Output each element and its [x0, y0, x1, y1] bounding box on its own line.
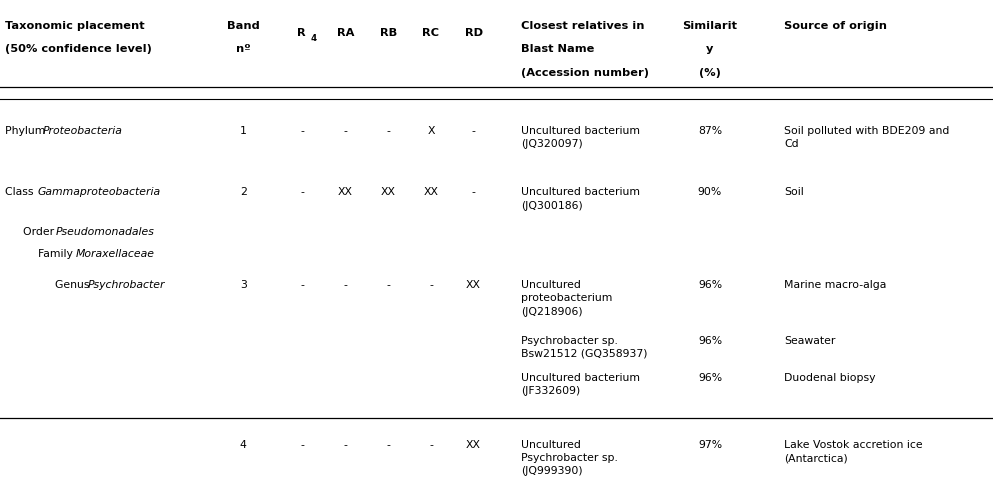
Text: Taxonomic placement: Taxonomic placement: [5, 21, 145, 30]
Text: Band: Band: [227, 21, 259, 30]
Text: Duodenal biopsy: Duodenal biopsy: [784, 373, 876, 383]
Text: -: -: [386, 126, 390, 135]
Text: 90%: 90%: [698, 187, 722, 198]
Text: Phylum: Phylum: [5, 126, 49, 135]
Text: 4: 4: [311, 34, 317, 43]
Text: Psychrobacter: Psychrobacter: [87, 280, 165, 290]
Text: Genus: Genus: [55, 280, 92, 290]
Text: Class: Class: [5, 187, 37, 198]
Text: Uncultured bacterium
(JQ300186): Uncultured bacterium (JQ300186): [521, 187, 640, 211]
Text: -: -: [344, 126, 348, 135]
Text: -: -: [472, 126, 476, 135]
Text: Lake Vostok accretion ice
(Antarctica): Lake Vostok accretion ice (Antarctica): [784, 440, 923, 463]
Text: Psychrobacter sp.
Bsw21512 (GQ358937): Psychrobacter sp. Bsw21512 (GQ358937): [521, 336, 647, 359]
Text: 2: 2: [240, 187, 246, 198]
Text: Uncultured bacterium
(JQ320097): Uncultured bacterium (JQ320097): [521, 126, 640, 149]
Text: -: -: [386, 440, 390, 450]
Text: Closest relatives in: Closest relatives in: [521, 21, 644, 30]
Text: (Accession number): (Accession number): [521, 68, 649, 79]
Text: (%): (%): [699, 68, 721, 79]
Text: RC: RC: [422, 28, 440, 38]
Text: Similarit: Similarit: [682, 21, 738, 30]
Text: -: -: [472, 187, 476, 198]
Text: 4: 4: [240, 440, 246, 450]
Text: -: -: [429, 440, 433, 450]
Text: 87%: 87%: [698, 126, 722, 135]
Text: XX: XX: [466, 440, 482, 450]
Text: -: -: [344, 440, 348, 450]
Text: Proteobacteria: Proteobacteria: [44, 126, 123, 135]
Text: X: X: [427, 126, 435, 135]
Text: Blast Name: Blast Name: [521, 44, 595, 54]
Text: Family: Family: [38, 249, 76, 259]
Text: 1: 1: [240, 126, 246, 135]
Text: 97%: 97%: [698, 440, 722, 450]
Text: RD: RD: [465, 28, 483, 38]
Text: (50% confidence level): (50% confidence level): [5, 44, 152, 54]
Text: -: -: [344, 280, 348, 290]
Text: XX: XX: [380, 187, 396, 198]
Text: Uncultured
Psychrobacter sp.
(JQ999390): Uncultured Psychrobacter sp. (JQ999390): [521, 440, 619, 476]
Text: nº: nº: [236, 44, 250, 54]
Text: -: -: [301, 187, 305, 198]
Text: Uncultured bacterium
(JF332609): Uncultured bacterium (JF332609): [521, 373, 640, 396]
Text: Gammaproteobacteria: Gammaproteobacteria: [38, 187, 161, 198]
Text: -: -: [301, 126, 305, 135]
Text: Soil polluted with BDE209 and
Cd: Soil polluted with BDE209 and Cd: [784, 126, 950, 149]
Text: -: -: [301, 440, 305, 450]
Text: 3: 3: [240, 280, 246, 290]
Text: XX: XX: [466, 280, 482, 290]
Text: Order: Order: [23, 228, 58, 238]
Text: Marine macro-alga: Marine macro-alga: [784, 280, 887, 290]
Text: RB: RB: [379, 28, 397, 38]
Text: Uncultured
proteobacterium
(JQ218906): Uncultured proteobacterium (JQ218906): [521, 280, 613, 317]
Text: -: -: [386, 280, 390, 290]
Text: Moraxellaceae: Moraxellaceae: [75, 249, 155, 259]
Text: R: R: [297, 28, 306, 38]
Text: 96%: 96%: [698, 336, 722, 346]
Text: Seawater: Seawater: [784, 336, 836, 346]
Text: Pseudomonadales: Pseudomonadales: [56, 228, 155, 238]
Text: 96%: 96%: [698, 280, 722, 290]
Text: y: y: [706, 44, 714, 54]
Text: -: -: [429, 280, 433, 290]
Text: Soil: Soil: [784, 187, 804, 198]
Text: Source of origin: Source of origin: [784, 21, 888, 30]
Text: -: -: [301, 280, 305, 290]
Text: XX: XX: [423, 187, 439, 198]
Text: 96%: 96%: [698, 373, 722, 383]
Text: RA: RA: [337, 28, 355, 38]
Text: XX: XX: [338, 187, 354, 198]
